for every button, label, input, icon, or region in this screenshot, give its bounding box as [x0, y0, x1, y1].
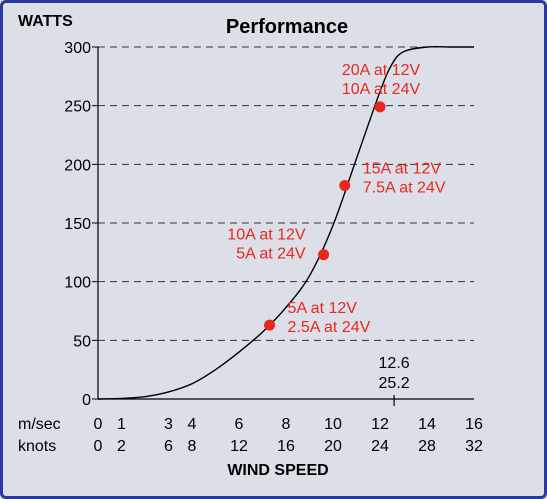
power-curve-line	[97, 45, 474, 400]
x-tick-label-msec: 12	[371, 416, 389, 433]
y-tick-label: 150	[64, 216, 91, 233]
marker-label-msec: 12.6	[379, 355, 410, 372]
marker-label-knots: 25.2	[379, 375, 410, 392]
wind-speed-marker: 12.6 25.2	[379, 355, 410, 406]
data-points: 5A at 12V 2.5A at 24V 10A at 12V 5A at 24V 1…	[227, 62, 446, 336]
x-tick-label-msec: 8	[282, 416, 291, 433]
x-tick-label-msec: 6	[235, 416, 244, 433]
y-tick-label: 100	[64, 275, 91, 292]
power-curve	[97, 45, 474, 400]
x-tick-label-knots: 20	[324, 438, 342, 455]
x-tick-label-knots: 6	[164, 438, 173, 455]
y-axis-title: WATTS	[18, 13, 73, 30]
y-tick-label: 50	[73, 333, 91, 350]
x-tick-label-knots: 2	[117, 438, 126, 455]
point-annotation: 7.5A at 24V	[363, 179, 446, 196]
y-tick-label: 0	[82, 392, 91, 409]
y-tick-labels: 0 50 100 150 200 250 300	[64, 40, 91, 409]
data-point	[318, 249, 330, 261]
x-axis-unit-label-msec: m/sec	[18, 416, 61, 433]
x-tick-label-msec: 16	[465, 416, 483, 433]
y-tick-label: 250	[64, 99, 91, 116]
y-tick-label: 300	[64, 40, 91, 57]
grid	[92, 46, 474, 400]
chart-title: Performance	[226, 16, 348, 38]
point-annotation: 2.5A at 24V	[288, 319, 371, 336]
point-annotation: 5A at 24V	[236, 246, 306, 263]
x-axis-unit-label-knots: knots	[18, 438, 56, 455]
point-annotation: 20A at 12V	[342, 62, 421, 79]
point-annotation: 15A at 12V	[363, 160, 442, 177]
point-annotation: 10A at 24V	[342, 81, 421, 98]
x-tick-label-knots: 16	[277, 438, 295, 455]
x-tick-label-msec: 10	[324, 416, 342, 433]
x-tick-label-msec: 1	[117, 416, 126, 433]
x-tick-label-msec: 14	[418, 416, 436, 433]
data-point	[264, 319, 276, 331]
x-tick-label-msec: 4	[188, 416, 197, 433]
x-tick-label-knots: 32	[465, 438, 483, 455]
x-tick-label-knots: 12	[230, 438, 248, 455]
x-axis-title: WIND SPEED	[227, 462, 328, 479]
x-tick-label-msec: 3	[164, 416, 173, 433]
data-point	[339, 179, 351, 191]
point-annotation: 5A at 12V	[288, 300, 358, 317]
data-point	[374, 101, 386, 113]
x-tick-label-knots: 28	[418, 438, 436, 455]
x-tick-label-msec: 0	[94, 416, 103, 433]
axes	[97, 47, 474, 400]
y-tick-label: 200	[64, 157, 91, 174]
point-annotation: 10A at 12V	[227, 227, 306, 244]
x-tick-label-knots: 8	[188, 438, 197, 455]
x-tick-label-knots: 24	[371, 438, 389, 455]
x-tick-label-knots: 0	[94, 438, 103, 455]
